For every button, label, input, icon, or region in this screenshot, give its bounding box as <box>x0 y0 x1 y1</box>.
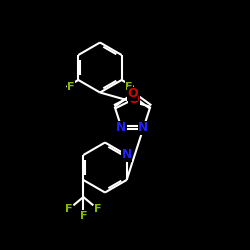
Text: N: N <box>138 121 149 134</box>
Text: N: N <box>122 148 132 162</box>
Text: F: F <box>65 204 72 214</box>
Text: F: F <box>125 82 133 92</box>
Text: F: F <box>67 82 75 92</box>
Text: F: F <box>80 211 87 221</box>
Text: O: O <box>128 93 139 106</box>
Text: N: N <box>116 121 127 134</box>
Text: F: F <box>94 204 102 214</box>
Text: O: O <box>127 87 138 100</box>
